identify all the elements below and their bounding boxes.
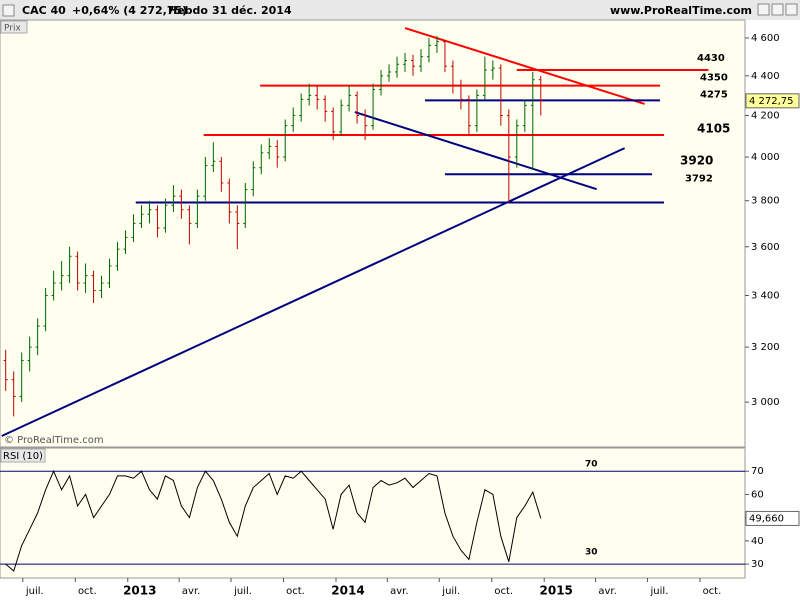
last-value-box: [745, 510, 800, 526]
x-tick-label: juil.: [650, 586, 669, 597]
window-icons: [757, 3, 798, 16]
rsi-line: [5, 469, 542, 572]
price-panel: [0, 19, 746, 448]
level-label: 4350: [700, 73, 728, 84]
y-tick-label: 30: [751, 559, 764, 570]
date: 31 déc. 2014: [212, 4, 292, 17]
level-label: 3792: [685, 174, 713, 185]
panel-label-box: [0, 20, 28, 34]
x-tick-label: oct.: [494, 586, 513, 597]
icon[interactable]: [771, 3, 784, 16]
trend-line: [1, 147, 626, 437]
level-label: 3920: [680, 154, 713, 168]
menu-icon[interactable]: [2, 4, 15, 17]
y-tick-label: 4 000: [751, 152, 780, 163]
x-tick-label: juil.: [233, 586, 252, 597]
x-tick-label: 2014: [331, 584, 364, 598]
source: www.ProRealTime.com: [610, 4, 752, 17]
x-tick-label: oct.: [703, 586, 722, 597]
panel-label: RSI (10): [3, 451, 43, 462]
x-tick-label: avr.: [390, 586, 408, 597]
y-tick-label: 3 600: [751, 242, 780, 253]
x-tick-label: juil.: [25, 586, 44, 597]
y-tick-label: 70: [751, 466, 764, 477]
y-tick-label: 4 200: [751, 110, 780, 121]
last-value-label: 49,660: [749, 513, 784, 524]
y-tick-label: 3 000: [751, 397, 780, 408]
last-value-box: [745, 93, 800, 109]
level-label: 4430: [697, 53, 725, 64]
level-label: 4275: [700, 89, 728, 100]
icon[interactable]: [785, 3, 798, 16]
change: +0,64% (4 272,75): [72, 4, 187, 17]
x-tick-label: juil.: [441, 586, 460, 597]
y-tick-label: 3 200: [751, 342, 780, 353]
level-label: 70: [585, 460, 598, 470]
x-tick-label: oct.: [286, 586, 305, 597]
x-tick-label: avr.: [598, 586, 616, 597]
level-label: 30: [585, 548, 598, 558]
rsi-panel: [0, 447, 746, 579]
y-tick-label: 40: [751, 536, 764, 547]
header-bar: [0, 0, 800, 20]
x-tick-label: 2015: [540, 584, 573, 598]
symbol: CAC 40: [22, 4, 66, 17]
y-tick-label: 4 600: [751, 33, 780, 44]
y-tick-label: 60: [751, 489, 764, 500]
watermark: © ProRealTime.com: [4, 435, 104, 446]
y-tick-label: 3 800: [751, 196, 780, 207]
level-label: 4105: [697, 121, 730, 135]
x-tick-label: oct.: [78, 586, 97, 597]
period: Hebdo: [168, 4, 208, 17]
trend-line: [354, 111, 597, 191]
panel-label: Prix: [4, 24, 21, 34]
x-tick-label: avr.: [182, 586, 200, 597]
panel-label-box: [0, 448, 46, 463]
x-tick-label: 2013: [123, 584, 156, 598]
last-value-label: 4 272,75: [749, 96, 794, 107]
y-tick-label: 3 400: [751, 290, 780, 301]
y-tick-label: 4 400: [751, 71, 780, 82]
icon[interactable]: [757, 3, 770, 16]
